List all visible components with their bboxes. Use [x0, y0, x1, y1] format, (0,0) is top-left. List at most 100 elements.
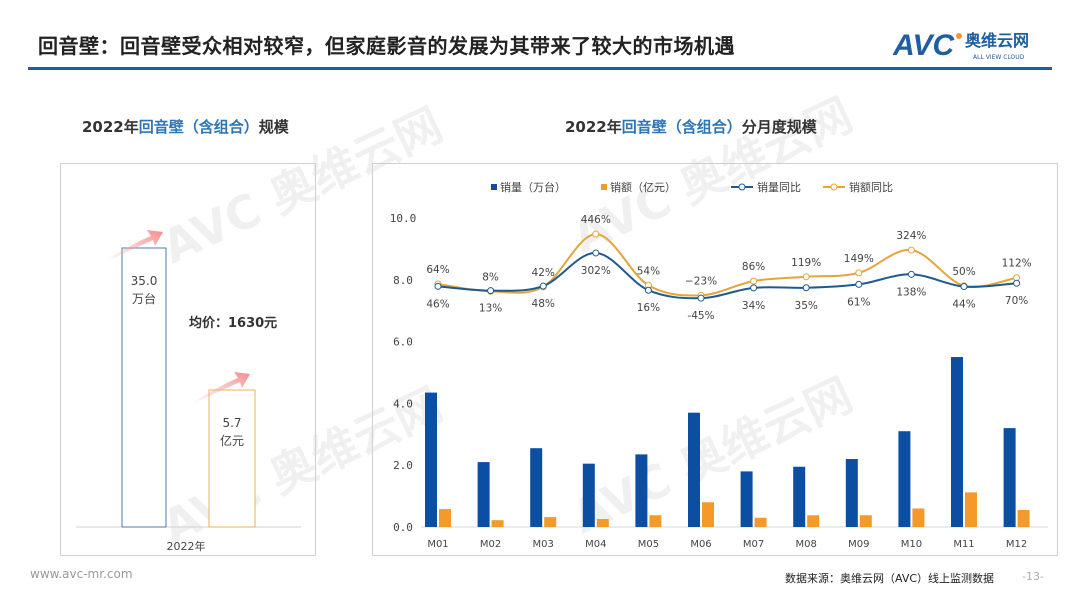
title-highlight: 回音壁（含组合）: [621, 118, 742, 136]
line-point: [960, 283, 968, 291]
bar-volume: [793, 466, 806, 527]
line-point: [750, 277, 758, 285]
data-label: 44%: [952, 299, 975, 311]
data-label: 61%: [847, 296, 870, 308]
svg-text:ALL VIEW CLOUD: ALL VIEW CLOUD: [973, 54, 1025, 61]
line-point: [487, 287, 495, 295]
svg-text:AVC: AVC: [893, 29, 955, 62]
title-suffix: 分月度规模: [741, 118, 817, 136]
legend-marker: [830, 183, 838, 191]
line-point: [855, 269, 863, 277]
avc-logo: AVC 奥维云网 ALL VIEW CLOUD: [892, 26, 1053, 62]
annual-scale-chart: 35.0 万台 5.7 亿元 均价：1630元 2022年: [76, 230, 301, 553]
data-label: 16%: [637, 302, 660, 314]
data-label: 8%: [482, 271, 499, 283]
average-price: 均价：1630元: [189, 315, 277, 331]
bar-revenue: [596, 518, 609, 527]
line-point: [802, 273, 810, 281]
bar-volume-value: 35.0: [131, 274, 158, 288]
legend-swatch: [491, 184, 497, 190]
data-source: 数据来源：奥维云网（AVC）线上监测数据: [785, 572, 995, 585]
data-label: 86%: [742, 261, 765, 273]
bar-volume: [688, 412, 700, 527]
data-label: 46%: [426, 298, 449, 310]
bar-volume: [121, 247, 167, 528]
data-label: 138%: [896, 286, 926, 298]
data-label: −23%: [685, 275, 717, 287]
x-tick-label: M12: [1006, 539, 1027, 550]
data-label: 54%: [637, 265, 660, 277]
line-point: [592, 230, 600, 238]
data-label: 302%: [581, 265, 611, 277]
monthly-scale-chart: 0.0 2.0 4.0 6.0 8.0 10.0 M01 M02 M03 M04 M05 M06 M07…: [390, 180, 1048, 550]
bar-volume: [951, 357, 963, 527]
bar-volume: [635, 454, 648, 527]
line-point: [802, 284, 810, 292]
right-chart-title: 2022年回音壁（含组合）分月度规模: [565, 116, 817, 137]
line-point: [434, 282, 442, 290]
x-axis-label: 2022年: [167, 539, 206, 553]
data-label: 324%: [896, 230, 926, 242]
bar-volume: [845, 459, 858, 527]
data-label: 13%: [479, 303, 502, 315]
x-tick-label: M06: [690, 539, 711, 550]
y-tick-label: 0.0: [393, 521, 413, 534]
page-number: -13-: [1022, 570, 1044, 583]
data-label: 35%: [795, 300, 818, 312]
line-point: [539, 282, 547, 290]
annual-scale-panel: 35.0 万台 5.7 亿元 均价：1630元 2022年: [60, 163, 316, 556]
bar-volume: [425, 392, 437, 527]
line-point: [750, 284, 758, 292]
bar-revenue: [859, 515, 872, 527]
title-suffix: 规模: [258, 118, 289, 136]
arrow-up-icon: [101, 230, 163, 264]
line-point: [855, 280, 863, 288]
bar-revenue: [208, 389, 256, 528]
bar-revenue: [912, 508, 925, 527]
x-tick-label: M07: [743, 539, 764, 550]
bar-volume: [1003, 428, 1016, 527]
data-label: 50%: [952, 266, 975, 278]
data-label: 48%: [532, 298, 555, 310]
svg-text:奥维云网: 奥维云网: [965, 31, 1029, 50]
x-tick-label: M01: [427, 539, 448, 550]
title-year: 2022年: [565, 118, 622, 136]
bar-revenue: [544, 517, 557, 527]
data-label: 149%: [844, 253, 874, 265]
bar-volume: [477, 462, 490, 527]
y-tick-label: 8.0: [393, 274, 413, 287]
data-label: 64%: [426, 264, 449, 276]
line-point: [644, 286, 652, 294]
bar-revenue: [491, 520, 504, 527]
legend-label: 销额同比: [849, 180, 893, 194]
x-tick-label: M09: [848, 539, 869, 550]
bar-revenue: [807, 515, 820, 527]
monthly-scale-panel: 0.0 2.0 4.0 6.0 8.0 10.0 M01 M02 M03 M04 M05 M06 M07…: [372, 163, 1058, 556]
y-tick-label: 6.0: [393, 336, 413, 349]
page-title: 回音壁：回音壁受众相对较窄，但家庭影音的发展为其带来了较大的市场机遇: [38, 34, 735, 58]
data-label: -45%: [687, 310, 714, 322]
legend-label: 销量同比: [757, 180, 801, 194]
bar-volume-unit: 万台: [132, 291, 156, 306]
bar-volume: [740, 471, 753, 527]
y-tick-label: 2.0: [393, 459, 413, 472]
bar-volume: [582, 463, 595, 527]
data-label: 112%: [1002, 258, 1032, 270]
bar-volume: [530, 448, 543, 527]
x-tick-label: M04: [585, 539, 606, 550]
bar-revenue: [1017, 510, 1030, 527]
legend-label: 销量（万台）: [500, 180, 566, 194]
title-highlight: 回音壁（含组合）: [138, 118, 259, 136]
arrow-up-icon: [188, 372, 250, 406]
data-label: 119%: [791, 257, 821, 269]
legend-swatch: [601, 184, 607, 190]
legend-label: 销额（亿元）: [610, 180, 676, 194]
website: www.avc-mr.com: [30, 567, 133, 581]
bar-revenue-value: 5.7: [222, 416, 241, 430]
line-point: [592, 249, 600, 257]
line-point: [697, 294, 705, 302]
x-tick-label: M03: [533, 539, 554, 550]
y-tick-label: 10.0: [390, 212, 417, 225]
bar-revenue: [439, 509, 451, 527]
data-label: 34%: [742, 300, 765, 312]
